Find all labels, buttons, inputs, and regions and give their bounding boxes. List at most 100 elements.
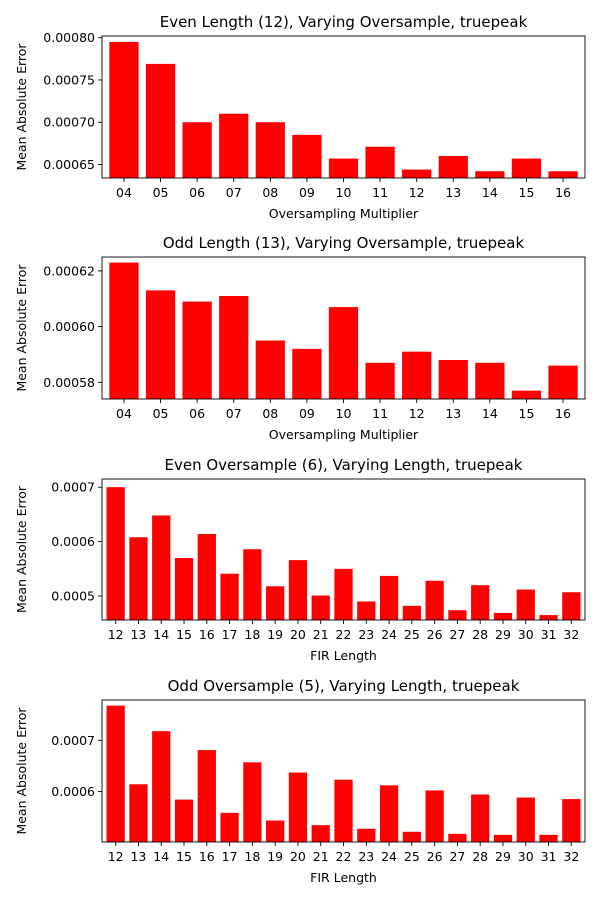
- y-tick-label: 0.00080: [43, 30, 95, 45]
- x-tick-label: 12: [108, 627, 124, 642]
- chart-panel-3: 12 13 14 15 16 17 18 19 20 21 22 23 24 25 26 27 28 29 30 31…: [14, 456, 586, 663]
- x-tick-label: 12: [108, 849, 124, 864]
- y-tick-label: 0.0006: [51, 784, 95, 799]
- x-tick-label: 05: [153, 406, 169, 421]
- bar-12: [402, 169, 432, 178]
- x-tick-label: 09: [299, 406, 315, 421]
- bar-19: [266, 820, 285, 842]
- x-tick-label: 27: [449, 627, 465, 642]
- x-tick-label: 21: [313, 849, 329, 864]
- x-tick-label: 04: [116, 406, 132, 421]
- x-tick-label: 14: [153, 849, 169, 864]
- bar-15: [174, 799, 194, 842]
- x-tick-label: 05: [153, 185, 169, 200]
- bar-26: [425, 790, 444, 842]
- bar-26: [425, 580, 444, 620]
- bar-31: [539, 615, 558, 620]
- x-tick-label: 23: [358, 627, 374, 642]
- x-tick-label: 15: [176, 849, 192, 864]
- chart-panel-2: 04 05 06 07 08 09 10 11 12 13 14 15 16 0.00058 0.00060…: [14, 234, 586, 442]
- y-tick-label: 0.00060: [43, 319, 95, 334]
- bar-24: [379, 785, 399, 842]
- x-tick-label: 07: [226, 406, 242, 421]
- bar-07: [219, 295, 249, 399]
- y-tick-label: 0.0007: [51, 480, 95, 495]
- bar-23: [357, 828, 376, 842]
- y-tick-label: 0.00058: [43, 375, 95, 390]
- bar-14: [475, 362, 505, 399]
- x-tick-label: 24: [381, 627, 397, 642]
- chart-title: Odd Length (13), Varying Oversample, tru…: [163, 234, 525, 252]
- bar-13: [438, 156, 468, 178]
- x-tick-label: 19: [267, 849, 283, 864]
- bar-06: [182, 301, 212, 399]
- bar-12: [106, 487, 125, 620]
- bar-17: [220, 573, 239, 620]
- bar-08: [255, 340, 285, 399]
- bar-31: [539, 834, 558, 842]
- y-tick-label: 0.00070: [43, 115, 95, 130]
- bar-16: [548, 171, 578, 178]
- bar-18: [243, 549, 262, 620]
- bar-17: [220, 812, 239, 842]
- bar-32: [562, 799, 581, 842]
- bar-19: [266, 586, 285, 620]
- x-tick-label: 29: [495, 627, 511, 642]
- bar-21: [311, 825, 330, 842]
- y-tick-label: 0.00065: [43, 157, 95, 172]
- bar-27: [448, 610, 467, 620]
- bar-07: [219, 113, 249, 178]
- x-tick-label: 28: [472, 627, 488, 642]
- x-tick-label: 13: [130, 849, 146, 864]
- y-axis-label: Mean Absolute Error: [14, 707, 29, 835]
- x-tick-label: 25: [404, 849, 420, 864]
- x-tick-label: 14: [482, 406, 498, 421]
- x-tick-label: 16: [555, 185, 571, 200]
- bar-16: [197, 750, 216, 842]
- x-tick-label: 17: [222, 849, 238, 864]
- bar-13: [129, 784, 148, 842]
- chart-title: Even Oversample (6), Varying Length, tru…: [164, 456, 522, 474]
- x-tick-label: 04: [116, 185, 132, 200]
- x-tick-label: 32: [563, 627, 579, 642]
- x-tick-label: 15: [519, 406, 535, 421]
- x-tick-label: 10: [336, 185, 352, 200]
- y-tick-label: 0.00075: [43, 72, 95, 87]
- x-tick-label: 15: [176, 627, 192, 642]
- x-tick-label: 16: [199, 627, 215, 642]
- bar-29: [493, 834, 513, 842]
- bar-20: [288, 772, 308, 842]
- y-tick-label: 0.0006: [51, 534, 95, 549]
- x-tick-label: 25: [404, 627, 420, 642]
- x-tick-label: 10: [336, 406, 352, 421]
- bar-13: [129, 537, 148, 620]
- bar-16: [197, 533, 216, 620]
- bar-05: [145, 63, 176, 178]
- bar-15: [511, 158, 542, 178]
- bar-09: [292, 134, 322, 178]
- bar-16: [548, 365, 578, 399]
- x-tick-label: 24: [381, 849, 397, 864]
- bar-11: [365, 146, 395, 178]
- chart-title: Odd Oversample (5), Varying Length, true…: [168, 677, 520, 695]
- bar-04: [109, 262, 139, 399]
- bar-05: [145, 290, 176, 399]
- x-tick-label: 14: [153, 627, 169, 642]
- bar-29: [493, 612, 513, 620]
- bar-18: [243, 762, 262, 842]
- bar-27: [448, 833, 467, 842]
- x-tick-label: 08: [262, 406, 278, 421]
- bar-23: [357, 601, 376, 620]
- y-tick-label: 0.0007: [51, 733, 95, 748]
- x-tick-label: 30: [518, 849, 534, 864]
- bar-22: [334, 568, 353, 620]
- x-tick-label: 22: [336, 627, 352, 642]
- x-tick-label: 20: [290, 849, 306, 864]
- bar-13: [438, 360, 468, 399]
- bar-21: [311, 595, 330, 620]
- bar-32: [562, 592, 581, 620]
- bar-14: [152, 515, 171, 620]
- y-tick-label: 0.0005: [51, 589, 95, 604]
- x-tick-label: 13: [445, 185, 461, 200]
